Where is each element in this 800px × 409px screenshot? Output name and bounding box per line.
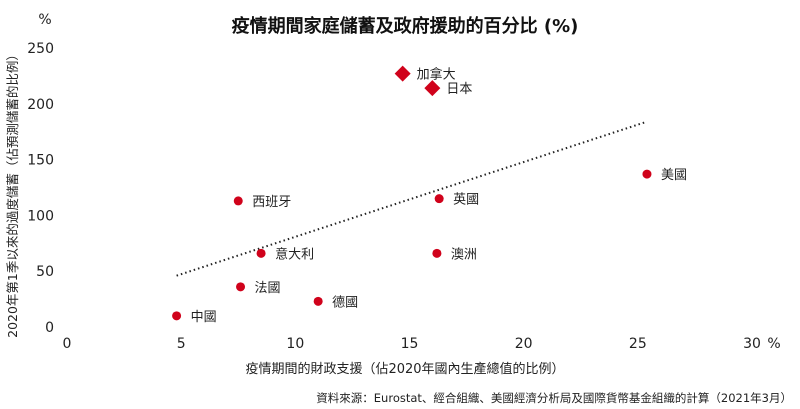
data-point (233, 196, 243, 206)
data-point-diamond (394, 65, 411, 82)
y-tick-label: 250 (27, 41, 54, 57)
y-unit-label: % (38, 12, 51, 28)
point-label: 美國 (661, 168, 687, 183)
point-label: 中國 (191, 310, 217, 325)
x-tick-label: 30 (743, 336, 761, 352)
y-tick-label: 0 (45, 320, 54, 336)
x-tick-label: 20 (515, 336, 533, 352)
y-tick-labels: 0 50 100 150 200 250 (27, 41, 54, 336)
point-label: 西班牙 (252, 195, 291, 210)
x-axis-title: 疫情期間的財政支援（佔2020年國內生產總值的比例） (245, 361, 564, 377)
point-label: 英國 (453, 193, 479, 208)
data-point (642, 169, 652, 179)
source-note: 資料來源：Eurostat、經合組織、美國經濟分析局及國際貨幣基金組織的計算（2… (316, 391, 792, 405)
y-axis-title: 2020年第1季以來的過度儲蓄（佔預測儲蓄的比例） (5, 48, 20, 338)
data-point-diamond (424, 80, 441, 97)
data-point (256, 248, 266, 258)
data-point (236, 282, 246, 292)
data-point (434, 194, 444, 204)
y-tick-label: 150 (27, 153, 54, 169)
x-tick-label: 5 (177, 336, 186, 352)
chart-title: 疫情期間家庭儲蓄及政府援助的百分比 (%) (232, 15, 579, 37)
y-tick-label: 50 (36, 264, 54, 280)
y-tick-label: 100 (27, 208, 54, 224)
y-tick-label: 200 (27, 97, 54, 113)
point-label: 意大利 (275, 246, 314, 262)
point-label: 日本 (446, 82, 472, 97)
point-label: 澳洲 (451, 246, 477, 262)
x-tick-label: 15 (401, 336, 419, 352)
trend-line (176, 120, 648, 277)
point-label: 德國 (332, 295, 358, 310)
x-tick-labels: 0 5 10 15 20 25 30 (63, 336, 761, 352)
x-unit-label: % (767, 336, 780, 352)
x-tick-label: 0 (63, 336, 72, 352)
x-tick-label: 10 (286, 336, 304, 352)
point-label: 加拿大 (417, 67, 456, 83)
data-point (172, 311, 182, 321)
point-label: 法國 (255, 281, 281, 296)
x-tick-label: 25 (629, 336, 647, 352)
data-point (432, 248, 442, 258)
data-point (313, 296, 323, 306)
